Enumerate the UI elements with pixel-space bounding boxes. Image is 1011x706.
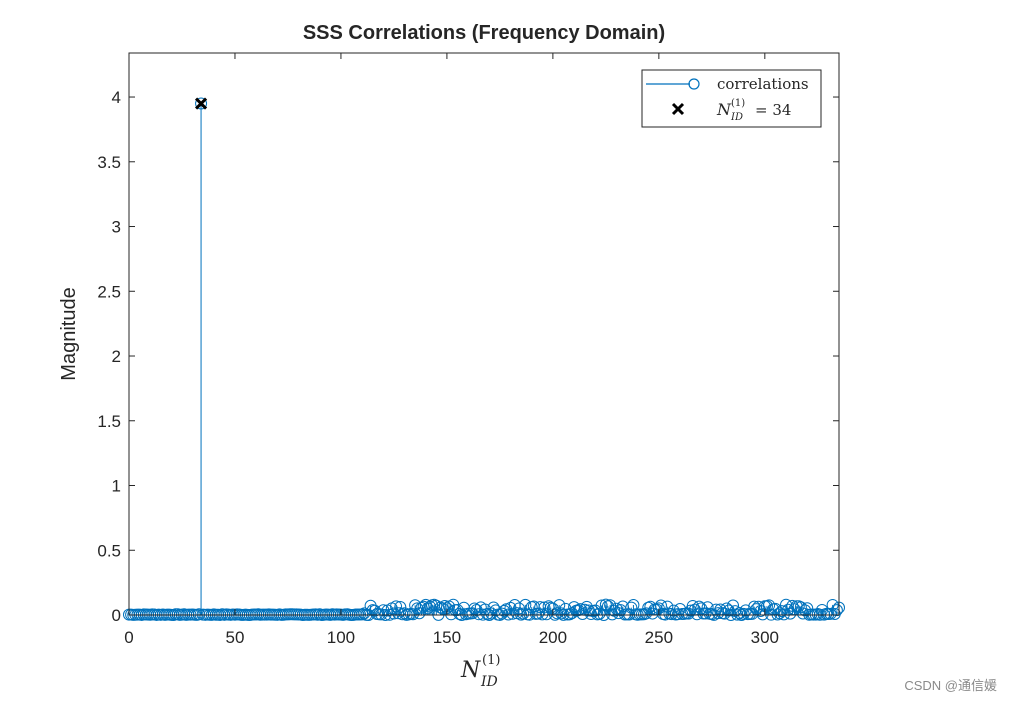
data-point: [595, 599, 608, 612]
y-axis-label: Magnitude: [58, 287, 80, 380]
data-point: [436, 602, 449, 615]
data-point: [585, 608, 598, 621]
data-point: [195, 97, 208, 110]
data-point: [536, 608, 549, 621]
data-point: [682, 607, 695, 620]
chart-title: SSS Correlations (Frequency Domain): [303, 22, 665, 44]
data-point: [699, 607, 712, 620]
data-point: [775, 605, 788, 618]
data-point: [394, 600, 407, 613]
y-tick-label: 1.5: [97, 412, 121, 431]
y-tick-label: 3.5: [97, 153, 121, 172]
data-point: [830, 604, 843, 617]
data-point: [777, 608, 790, 621]
data-point: [582, 604, 595, 617]
svg-text:(1): (1): [482, 653, 500, 668]
legend-circle-icon: [688, 78, 700, 90]
data-point: [786, 599, 799, 612]
data-point: [769, 602, 782, 615]
plot-area: [123, 97, 845, 621]
watermark: CSDN @通信媛: [904, 678, 997, 693]
x-tick-label: 50: [226, 628, 245, 647]
data-point: [625, 601, 638, 614]
data-point: [498, 604, 511, 617]
y-tick-label: 0: [112, 606, 121, 625]
data-point: [801, 602, 814, 615]
data-point: [398, 607, 411, 620]
data-point: [720, 602, 733, 615]
svg-text:ID: ID: [480, 674, 498, 690]
data-point: [407, 608, 419, 621]
legend[interactable]: correlations N (1) ID = 34: [641, 69, 822, 128]
data-point: [794, 601, 807, 614]
data-point: [601, 600, 614, 613]
y-tick-label: 1: [112, 477, 121, 496]
data-point: [640, 607, 653, 620]
data-point: [693, 600, 706, 613]
data-point: [580, 600, 593, 613]
y-tick-label: 2.5: [97, 282, 121, 301]
svg-text:ID: ID: [730, 112, 743, 123]
data-point: [754, 605, 767, 618]
data-point: [538, 601, 551, 614]
legend-x-marker-icon: [671, 102, 685, 116]
axis-ticks: 0 50 100 150 200 250 300 0 0.5 1 1.5 2 2.5 3 3.5 4: [97, 53, 839, 647]
svg-text:(1): (1): [731, 98, 745, 109]
x-axis-label: N (1) ID: [460, 653, 500, 690]
data-point: [532, 607, 545, 620]
y-tick-label: 3: [112, 218, 121, 237]
svg-text:N: N: [716, 100, 732, 119]
data-point: [784, 607, 797, 620]
data-point: [661, 600, 674, 613]
y-tick-label: 0.5: [97, 541, 121, 560]
x-tick-label: 0: [124, 628, 133, 647]
legend-label-correlations: correlations: [717, 75, 809, 93]
x-tick-label: 250: [645, 628, 673, 647]
data-point: [517, 607, 530, 620]
y-tick-label: 4: [112, 88, 121, 107]
data-point: [824, 607, 837, 620]
x-tick-label: 150: [433, 628, 461, 647]
svg-text:= 34: = 34: [755, 101, 791, 119]
data-point: [390, 600, 403, 613]
data-point: [421, 602, 434, 615]
y-tick-label: 2: [112, 347, 121, 366]
data-point: [438, 600, 451, 613]
data-point: [737, 607, 750, 620]
svg-text:N: N: [460, 658, 481, 683]
data-point: [368, 604, 381, 617]
x-tick-label: 200: [539, 628, 567, 647]
x-tick-label: 300: [751, 628, 779, 647]
data-point: [701, 601, 714, 614]
data-point: [519, 598, 532, 611]
data-point: [599, 598, 612, 611]
x-tick-label: 100: [327, 628, 355, 647]
legend-label-nid: N (1) ID = 34: [716, 98, 791, 123]
axes-box: [128, 52, 840, 616]
data-point: [487, 601, 500, 614]
data-point: [763, 599, 776, 612]
data-point: [792, 600, 805, 613]
